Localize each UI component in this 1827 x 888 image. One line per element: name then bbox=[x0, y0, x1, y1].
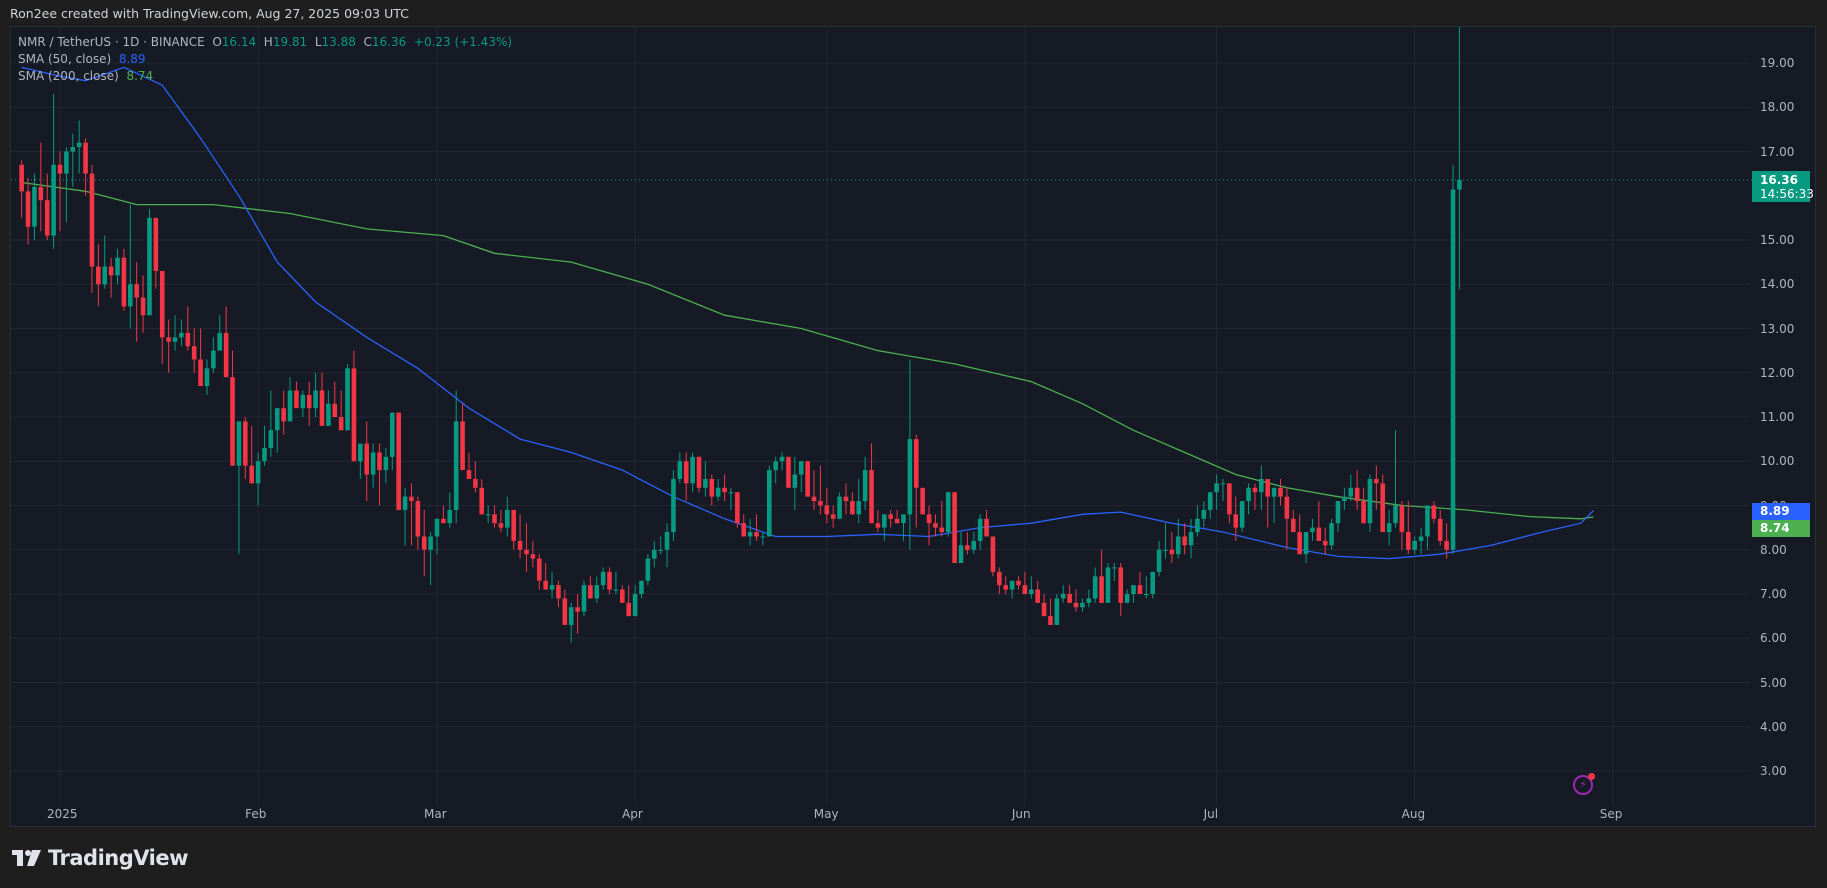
time-tick-label: Sep bbox=[1599, 807, 1623, 821]
price-tick-label: 3.00 bbox=[1760, 764, 1787, 778]
events-lightning-icon[interactable]: ⚡ bbox=[1573, 773, 1595, 795]
time-tick-label: Mar bbox=[424, 807, 447, 821]
price-tick-label: 18.00 bbox=[1760, 100, 1795, 115]
chart-legend: NMR / TetherUS · 1D · BINANCE O16.14 H19… bbox=[18, 34, 512, 85]
tradingview-logo-icon bbox=[12, 850, 41, 866]
price-tick-label: 15.00 bbox=[1760, 233, 1795, 247]
open-label: O bbox=[212, 35, 222, 49]
sma50-price-tag: 8.89 bbox=[1752, 503, 1810, 520]
symbol-row: NMR / TetherUS · 1D · BINANCE O16.14 H19… bbox=[18, 34, 512, 51]
price-tick-label: 10.00 bbox=[1760, 454, 1795, 469]
time-tick-label: Jun bbox=[1011, 807, 1031, 821]
bar-countdown: 14:56:33 bbox=[1760, 187, 1814, 201]
low-value: 13.88 bbox=[321, 35, 356, 49]
price-tick-label: 11.00 bbox=[1760, 410, 1795, 424]
tradingview-logo: TradingView bbox=[12, 846, 188, 870]
low-label: L bbox=[314, 35, 322, 49]
price-tick-label: 12.00 bbox=[1760, 365, 1795, 380]
price-tick-label: 19.00 bbox=[1760, 56, 1795, 70]
close-label: C bbox=[363, 35, 372, 49]
notification-dot bbox=[1588, 773, 1595, 780]
sma50-legend-row[interactable]: SMA (50, close) 8.89 bbox=[18, 51, 512, 68]
price-tick-label: 17.00 bbox=[1760, 144, 1795, 159]
time-tick-label: 2025 bbox=[47, 807, 78, 821]
price-tick-label: 5.00 bbox=[1760, 675, 1787, 690]
price-tick-label: 7.00 bbox=[1760, 587, 1787, 601]
price-tick-label: 8.00 bbox=[1760, 542, 1787, 557]
change-value: +0.23 (+1.43%) bbox=[413, 35, 513, 49]
open-value: 16.14 bbox=[221, 35, 257, 49]
sma200-label: SMA (200, close) bbox=[18, 69, 119, 83]
time-tick-label: May bbox=[813, 807, 839, 821]
price-tick-label: 13.00 bbox=[1760, 321, 1795, 336]
time-tick-label: Apr bbox=[622, 807, 643, 821]
high-value: 19.81 bbox=[272, 35, 308, 49]
chart-credit: Ron2ee created with TradingView.com, Aug… bbox=[10, 6, 409, 21]
high-label: H bbox=[263, 35, 273, 49]
time-tick-label: Jul bbox=[1203, 807, 1219, 821]
price-tick-label: 4.00 bbox=[1760, 719, 1787, 734]
sma50-label: SMA (50, close) bbox=[18, 52, 112, 66]
sma200-legend-row[interactable]: SMA (200, close) 8.74 bbox=[18, 68, 512, 85]
symbol-title[interactable]: NMR / TetherUS · 1D · BINANCE bbox=[18, 35, 205, 49]
sma200-price-tag: 8.74 bbox=[1752, 520, 1810, 537]
chart-panel[interactable] bbox=[10, 26, 1816, 827]
last-price-value: 16.36 bbox=[1760, 173, 1798, 187]
last-price-tag: 16.36 14:56:33 bbox=[1752, 171, 1814, 202]
sma200-value: 8.74 bbox=[126, 69, 154, 83]
brand-name: TradingView bbox=[48, 846, 188, 870]
price-tick-label: 14.00 bbox=[1760, 277, 1795, 292]
price-tick-label: 6.00 bbox=[1760, 631, 1787, 646]
time-tick-label: Aug bbox=[1401, 807, 1426, 821]
sma50-value: 8.89 bbox=[118, 52, 146, 66]
time-tick-label: Feb bbox=[245, 807, 267, 821]
close-value: 16.36 bbox=[371, 35, 407, 49]
